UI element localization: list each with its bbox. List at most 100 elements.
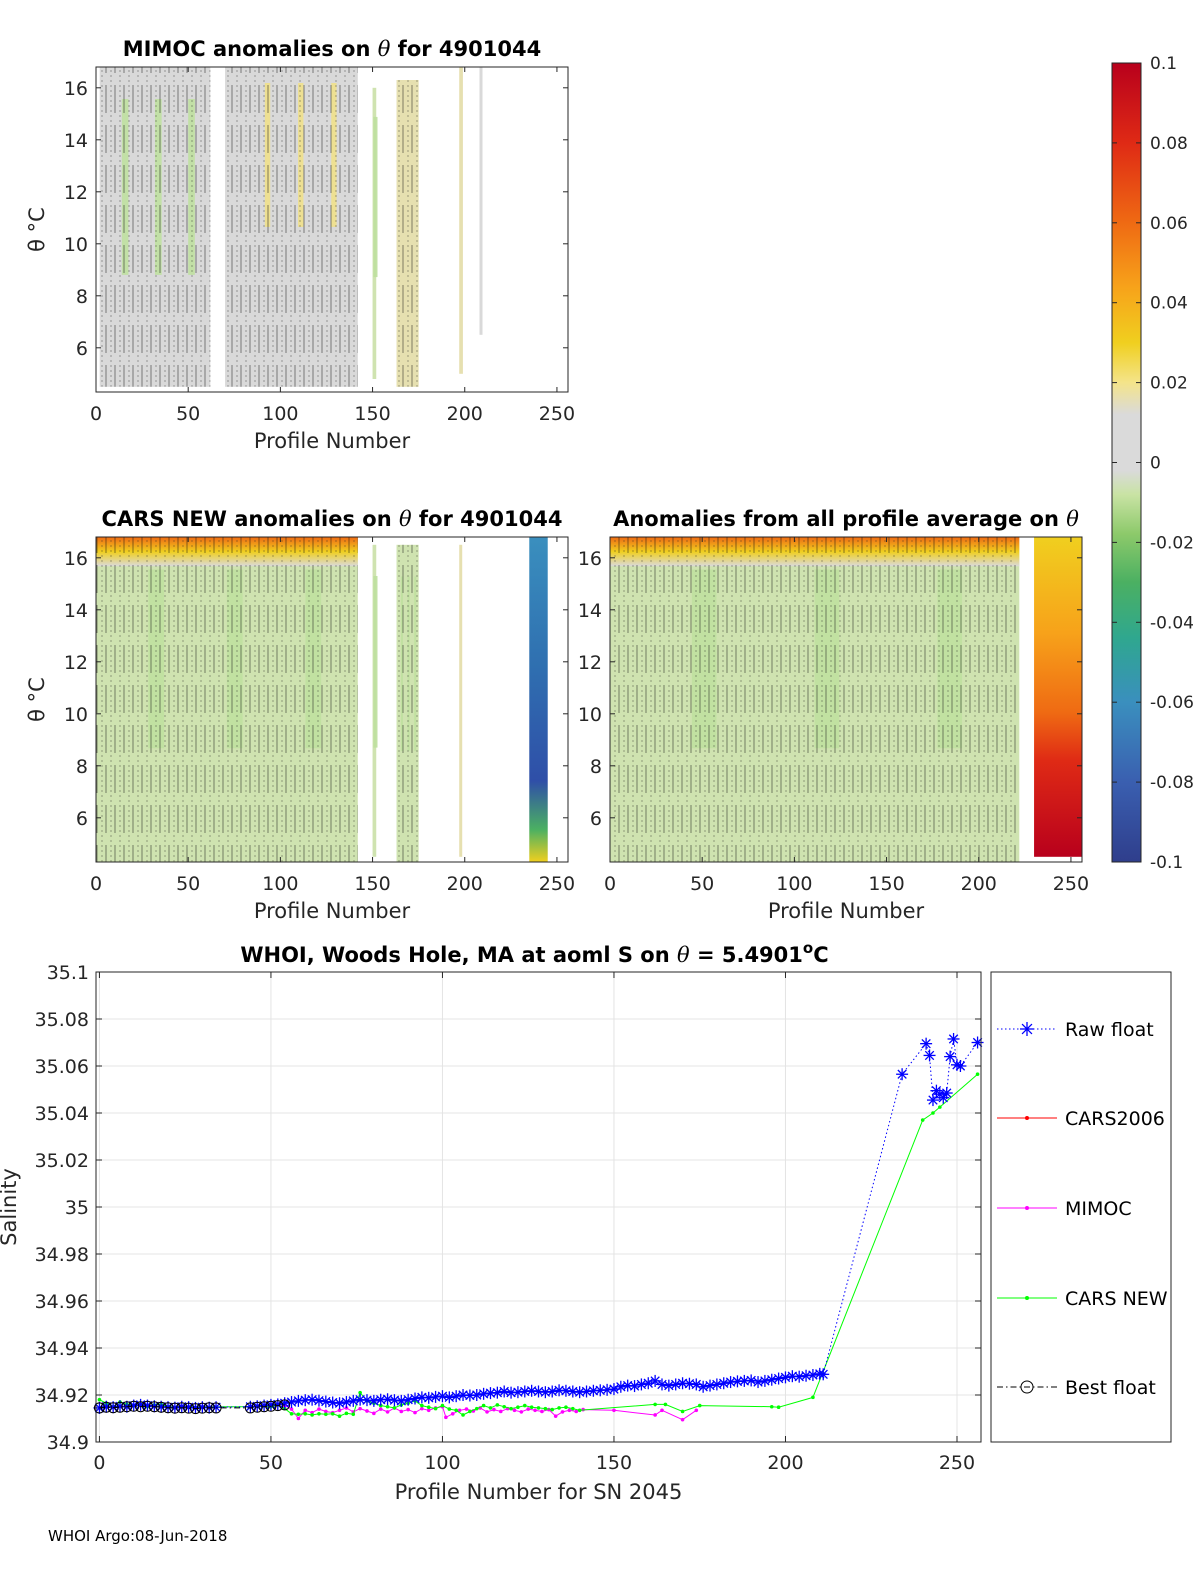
x-tick-label: 250 [539, 403, 575, 425]
title-text: Anomalies from all profile average on [613, 507, 1066, 531]
cars-new-point [920, 1118, 925, 1122]
best-float-point [114, 1401, 126, 1413]
cars-new-point [330, 1412, 335, 1416]
legend-label: Raw float [1065, 1019, 1154, 1041]
mimoc-point [296, 1416, 301, 1421]
raw-float-point [926, 1094, 939, 1107]
x-tick-label: 50 [259, 1452, 283, 1474]
mimoc-point [365, 1409, 369, 1413]
x-tick-label: 250 [539, 873, 575, 895]
mimoc-point [399, 1409, 404, 1414]
x-tick-label: 250 [1053, 873, 1089, 895]
y-tick-label: 34.9 [47, 1432, 89, 1454]
best-float-point [135, 1401, 147, 1413]
mimoc-point [612, 1408, 616, 1413]
x-tick-label: 200 [767, 1452, 803, 1474]
x-tick-label: 0 [90, 873, 102, 895]
colorbar-tick-label: -0.04 [1150, 613, 1194, 633]
panel-title: MIMOC anomalies on θ for 4901044 [123, 37, 541, 61]
cars-new-point [289, 1412, 294, 1416]
x-tick-label: 100 [262, 403, 298, 425]
mimoc-point [553, 1414, 558, 1418]
cars-new-point [317, 1412, 321, 1416]
x-tick-label: 50 [176, 403, 200, 425]
contour-lines [225, 67, 358, 387]
colorbar-tick-label: -0.08 [1150, 773, 1194, 793]
y-tick-label: 8 [76, 756, 88, 778]
mimoc-point [526, 1407, 531, 1411]
best-float-point [155, 1401, 167, 1413]
legend-box [990, 971, 1172, 1443]
x-tick-label: 200 [447, 403, 483, 425]
cars-new-point [433, 1406, 438, 1411]
cars-new-point [516, 1405, 520, 1410]
y-tick-label: 34.94 [35, 1338, 89, 1360]
mimoc-point [574, 1409, 579, 1414]
y-axis-label: θ °C [25, 677, 49, 722]
y-tick-label: 6 [590, 808, 602, 830]
raw-float-point [920, 1037, 933, 1050]
best-float-point [176, 1402, 188, 1414]
cars-new-point [392, 1406, 397, 1410]
legend-marker [1025, 1116, 1029, 1120]
colorbar-tick-label: -0.02 [1150, 533, 1194, 553]
cars-new-point [385, 1404, 390, 1409]
mimoc-point [567, 1408, 572, 1413]
colorbar-tick-label: 0.02 [1150, 374, 1188, 394]
mimoc-point [492, 1407, 496, 1412]
data-column [479, 67, 483, 335]
cars-new-point [358, 1390, 362, 1395]
mimoc-point [485, 1410, 489, 1414]
colorbar-tick-label: 0 [1150, 454, 1161, 474]
raw-float-point [628, 1380, 641, 1393]
footer-credit: WHOI Argo:08-Jun-2018 [48, 1527, 227, 1545]
best-float-point [183, 1402, 195, 1414]
cars-new-point [975, 1072, 980, 1077]
cars-new-point [447, 1407, 452, 1411]
cars-new-point [811, 1395, 815, 1400]
cars-new-point [351, 1412, 356, 1417]
mimoc-point [378, 1407, 383, 1411]
y-tick-label: 6 [76, 808, 88, 830]
cars-new-point [557, 1406, 561, 1410]
x-tick-label: 150 [354, 403, 390, 425]
y-tick-label: 10 [64, 704, 88, 726]
mimoc-point [426, 1408, 431, 1413]
colorbar: 0.1 0.08 0.06 0.04 0.02 0 -0.02 -0.04 -0.06 -0.08… [1111, 54, 1194, 873]
raw-float-point [896, 1068, 909, 1081]
legend-entry: MIMOC [997, 1198, 1132, 1220]
cars-new-point [324, 1412, 328, 1417]
mimoc-point [324, 1409, 328, 1414]
data-column [1034, 537, 1082, 857]
x-tick-label: 200 [447, 873, 483, 895]
raw-float-point [724, 1376, 737, 1389]
y-tick-label: 14 [578, 600, 602, 622]
legend-marker [1020, 1380, 1034, 1394]
cars-new-point [337, 1414, 342, 1418]
raw-float-point [299, 1394, 312, 1407]
raw-float-point [806, 1369, 819, 1382]
best-float-point [141, 1400, 153, 1412]
cars-new-point [344, 1411, 349, 1416]
title-text: CARS NEW anomalies on [102, 507, 399, 531]
mimoc-point [512, 1408, 517, 1413]
y-tick-label: 35.08 [35, 1009, 89, 1031]
axes-box [609, 536, 1083, 863]
cars-new-point [663, 1402, 668, 1407]
cars-new-point [296, 1412, 301, 1417]
legend-marker [1025, 1206, 1029, 1210]
raw-float-point [745, 1374, 758, 1387]
best-float-point [121, 1401, 133, 1413]
best-float-point [107, 1402, 119, 1414]
raw-float-point [333, 1397, 346, 1410]
legend-entry: Raw float [997, 1019, 1154, 1041]
degree-symbol: o [803, 939, 813, 957]
legend-label: CARS2006 [1065, 1108, 1165, 1130]
best-float-point [148, 1401, 160, 1413]
mimoc-point [420, 1406, 424, 1411]
negative-streak [373, 576, 376, 748]
y-tick-label: 12 [64, 182, 88, 204]
legend-entry: CARS2006 [997, 1108, 1165, 1130]
y-tick-label: 35.02 [35, 1150, 89, 1172]
